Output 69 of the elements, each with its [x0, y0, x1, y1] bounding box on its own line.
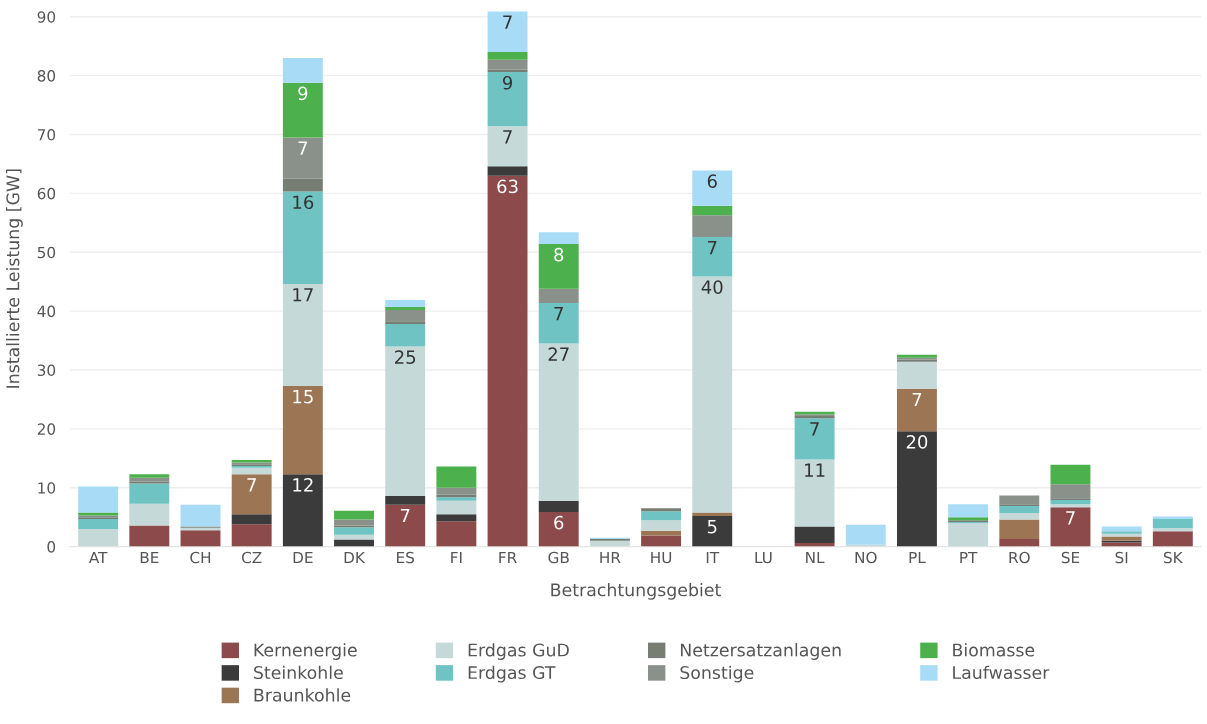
data-label: 12	[293, 478, 313, 492]
y-axis-title: Installierte Leistung [GW]	[5, 169, 23, 388]
x-tick-label: BE	[140, 551, 159, 564]
y-tick-label: 30	[37, 364, 56, 377]
x-tick-label: SI	[1115, 551, 1128, 564]
data-label: 6	[707, 174, 717, 188]
legend-label: Laufwasser	[953, 665, 1050, 680]
y-tick-label: 40	[37, 305, 56, 318]
data-label: 5	[707, 520, 717, 534]
data-label: 7	[503, 130, 512, 144]
x-tick-label: CZ	[241, 551, 262, 564]
data-label: 6	[554, 515, 564, 530]
data-label: 7	[707, 241, 717, 255]
x-tick-label: RO	[1009, 551, 1030, 564]
y-tick-label: 0	[47, 541, 56, 553]
data-label: 11	[805, 463, 825, 477]
x-tick-label: PT	[960, 551, 978, 564]
data-label: 7	[247, 478, 256, 492]
legend-label: Steinkohle	[254, 665, 343, 680]
y-tick-label: 10	[38, 482, 56, 494]
data-label: 15	[293, 389, 313, 404]
y-tick-label: 60	[37, 187, 56, 200]
data-label: 7	[298, 141, 308, 155]
x-tick-label: SK	[1163, 551, 1183, 564]
data-label: 7	[1066, 511, 1075, 525]
x-tick-label: NL	[806, 551, 825, 564]
data-label: 40	[701, 280, 723, 294]
data-label: 7	[912, 392, 922, 407]
data-label: 9	[502, 75, 513, 90]
data-label: 20	[906, 435, 928, 449]
data-label: 7	[400, 508, 410, 523]
legend-label: Sonstige	[680, 665, 754, 683]
y-tick-label: 70	[37, 128, 56, 141]
y-tick-label: 90	[37, 11, 56, 23]
y-tick-label: 50	[37, 246, 56, 259]
legend-label: Braunkohle	[254, 688, 351, 702]
data-label: 16	[293, 195, 314, 210]
x-tick-label: AT	[88, 551, 108, 564]
x-tick-label: FR	[499, 551, 517, 564]
legend-label: Biomasse	[953, 643, 1035, 657]
legend-label: Kernenergie	[254, 643, 357, 660]
x-tick-label: NO	[855, 551, 877, 564]
x-tick-label: DK	[344, 551, 366, 564]
x-axis-title: Betrachtungsgebiet	[551, 582, 721, 600]
x-tick-label: SE	[1061, 551, 1080, 564]
x-tick-label: PL	[909, 551, 926, 564]
legend-label: Erdgas GT	[468, 665, 556, 683]
legend-label: Netzersatzanlagen	[680, 643, 841, 660]
y-tick-label: 20	[37, 423, 56, 435]
x-tick-label: DE	[293, 551, 313, 564]
x-tick-label: CH	[190, 551, 211, 564]
data-label: 25	[395, 350, 416, 364]
x-tick-label: HR	[600, 551, 621, 564]
x-tick-label: HU	[651, 551, 672, 564]
data-label: 17	[293, 288, 313, 302]
data-label: 8	[554, 247, 564, 262]
y-tick-label: 80	[37, 70, 56, 82]
data-label: 7	[810, 422, 819, 436]
x-tick-label: GB	[548, 551, 569, 564]
x-tick-label: FI	[451, 551, 462, 564]
x-tick-label: IT	[706, 551, 720, 564]
legend-label: Erdgas GuD	[468, 643, 569, 660]
data-label: 7	[554, 306, 563, 321]
data-label: 63	[497, 179, 518, 194]
data-label: 7	[503, 15, 512, 29]
x-tick-label: LU	[755, 551, 772, 564]
x-tick-label: ES	[397, 551, 415, 564]
data-label: 27	[548, 347, 569, 361]
data-label: 9	[298, 86, 308, 101]
